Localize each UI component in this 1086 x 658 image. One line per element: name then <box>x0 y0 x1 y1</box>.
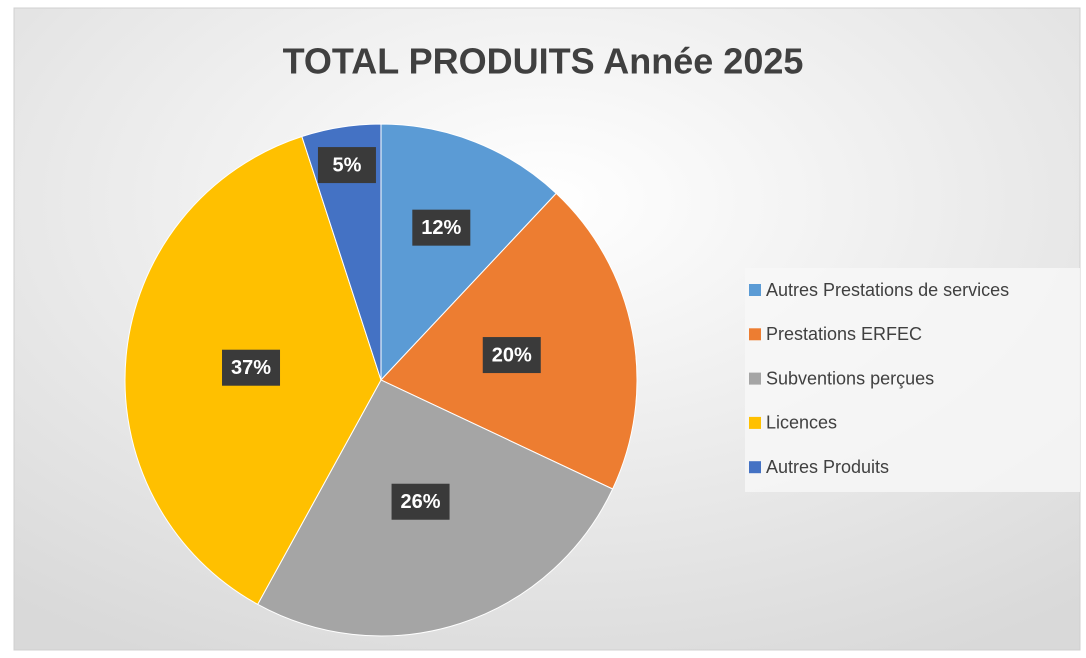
legend-label: Subventions perçues <box>766 368 934 388</box>
data-label: 20% <box>492 344 532 366</box>
data-label: 5% <box>333 154 362 176</box>
legend-label: Licences <box>766 413 837 433</box>
legend-swatch <box>749 284 761 296</box>
legend-label: Prestations ERFEC <box>766 324 922 344</box>
data-label: 12% <box>421 217 461 239</box>
legend <box>745 268 1080 492</box>
chart-title: TOTAL PRODUITS Année 2025 <box>283 41 804 82</box>
data-label-box <box>317 147 376 184</box>
legend-swatch <box>749 372 761 385</box>
data-label-box <box>222 349 281 386</box>
pie-slice <box>301 123 382 381</box>
legend-label: Autres Prestations de services <box>766 280 1009 300</box>
data-label-box <box>412 209 471 246</box>
data-label: 26% <box>401 491 441 513</box>
pie-slice <box>380 123 557 382</box>
data-label-box <box>391 483 450 520</box>
data-label: 37% <box>231 357 271 379</box>
legend-swatch <box>749 416 761 429</box>
legend-swatch <box>749 461 761 474</box>
legend-label: Autres Produits <box>766 457 889 477</box>
data-label-box <box>482 337 541 374</box>
legend-swatch <box>749 328 761 341</box>
